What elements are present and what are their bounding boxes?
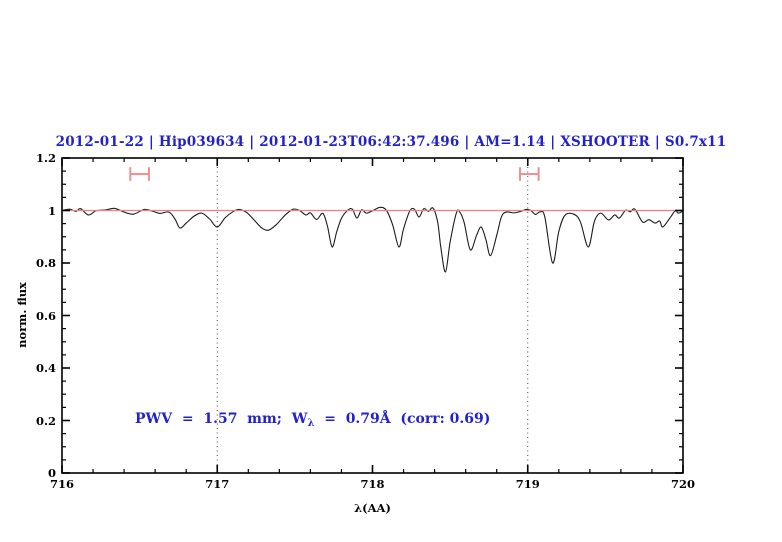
x-tick-label: 719 — [515, 477, 540, 491]
pwv-annotation: PWV = 1.57 mm; Wλ = 0.79Å (corr: 0.69) — [135, 411, 490, 429]
pwv-annotation-prefix: PWV = 1.57 mm; W — [135, 411, 308, 427]
y-tick-label: 0.8 — [35, 256, 56, 270]
x-tick-label: 718 — [360, 477, 385, 491]
x-axis-label: λ(AA) — [354, 501, 391, 515]
x-tick-label: 717 — [205, 477, 230, 491]
y-tick-label: 1.2 — [35, 151, 56, 165]
plot-title: 2012-01-22 | Hip039634 | 2012-01-23T06:4… — [55, 134, 727, 150]
spectrum-line — [61, 206, 684, 273]
pwv-annotation-suffix: = 0.79Å (corr: 0.69) — [314, 411, 491, 427]
y-tick-label: 0.2 — [35, 413, 56, 428]
y-tick-label: 0.4 — [35, 361, 56, 375]
pwv-annotation-lambda-subscript: λ — [307, 418, 315, 429]
x-tick-label: 720 — [670, 477, 695, 491]
y-tick-label: 1 — [47, 203, 56, 218]
x-tick-label: 716 — [49, 477, 74, 491]
y-tick-label: 0.6 — [35, 308, 56, 323]
y-tick-label: 0 — [47, 466, 56, 480]
